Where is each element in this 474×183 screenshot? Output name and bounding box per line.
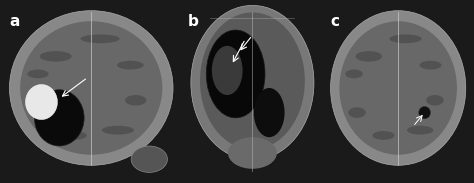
Ellipse shape xyxy=(419,61,441,70)
Ellipse shape xyxy=(426,95,444,106)
Ellipse shape xyxy=(117,61,144,70)
Ellipse shape xyxy=(40,51,72,62)
Text: c: c xyxy=(330,14,339,29)
Ellipse shape xyxy=(330,11,466,165)
Text: b: b xyxy=(188,14,199,29)
Ellipse shape xyxy=(345,70,363,78)
Ellipse shape xyxy=(212,46,243,95)
Ellipse shape xyxy=(200,12,305,150)
Ellipse shape xyxy=(356,51,382,62)
Ellipse shape xyxy=(191,5,314,160)
Ellipse shape xyxy=(407,126,433,135)
Ellipse shape xyxy=(27,70,49,78)
Ellipse shape xyxy=(131,146,167,172)
Ellipse shape xyxy=(419,107,430,119)
Ellipse shape xyxy=(60,131,87,140)
Ellipse shape xyxy=(339,21,457,155)
Ellipse shape xyxy=(125,95,146,106)
Ellipse shape xyxy=(206,30,265,118)
Ellipse shape xyxy=(228,137,277,169)
Text: a: a xyxy=(9,14,20,29)
Ellipse shape xyxy=(102,126,134,135)
Ellipse shape xyxy=(20,21,162,155)
Ellipse shape xyxy=(373,131,394,140)
Ellipse shape xyxy=(31,107,52,118)
Ellipse shape xyxy=(81,34,119,43)
Ellipse shape xyxy=(348,107,366,118)
Ellipse shape xyxy=(389,34,422,43)
Ellipse shape xyxy=(254,88,284,137)
Ellipse shape xyxy=(34,90,84,146)
Ellipse shape xyxy=(9,11,173,165)
Ellipse shape xyxy=(26,85,57,120)
